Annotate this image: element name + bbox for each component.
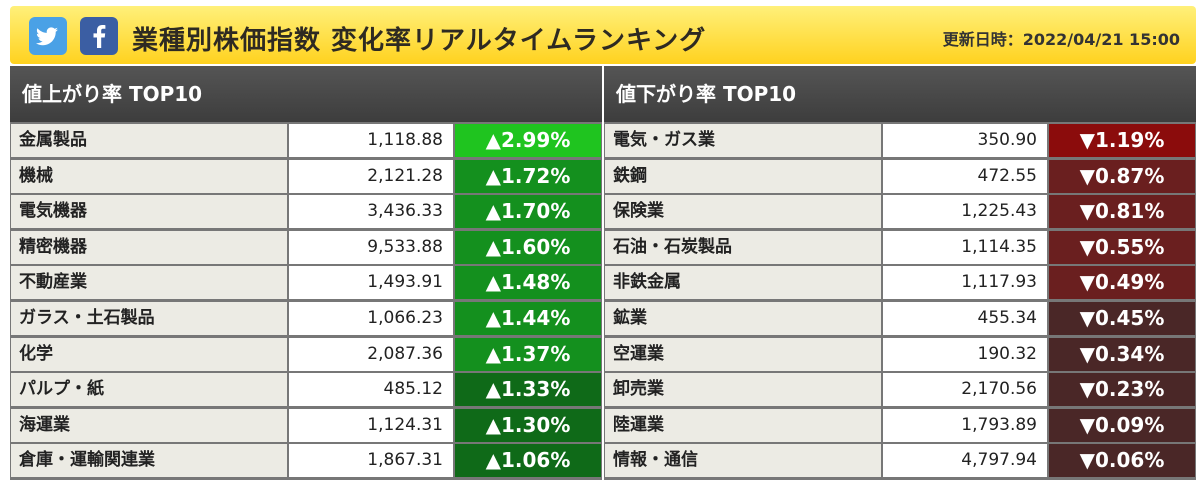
sector-name[interactable]: 保険業 xyxy=(605,195,881,229)
sector-name[interactable]: パルプ・紙 xyxy=(11,373,287,407)
change-rate-up-badge: ▲1.70% xyxy=(455,195,601,229)
sector-name[interactable]: 金属製品 xyxy=(11,124,287,157)
sector-name[interactable]: 卸売業 xyxy=(605,373,881,407)
sector-name[interactable]: 非鉄金属 xyxy=(605,266,881,300)
twitter-icon xyxy=(36,27,58,46)
change-rate-down-badge: ▼0.45% xyxy=(1049,302,1195,335)
change-rate-up-badge: ▲1.44% xyxy=(455,302,601,335)
table-row[interactable]: 卸売業 2,170.56 ▼0.23% xyxy=(604,373,1196,407)
table-row[interactable]: ガラス・土石製品 1,066.23 ▲1.44% xyxy=(10,302,602,335)
table-row[interactable]: 不動産業 1,493.91 ▲1.48% xyxy=(10,266,602,300)
ranking-widget: 業種別株価指数 変化率リアルタイムランキング 更新日時：2022/04/21 1… xyxy=(10,6,1196,482)
change-rate-up-badge: ▲1.33% xyxy=(455,373,601,407)
table-row[interactable]: 鉱業 455.34 ▼0.45% xyxy=(604,302,1196,335)
table-row[interactable]: 精密機器 9,533.88 ▲1.60% xyxy=(10,230,602,264)
table-row[interactable]: 金属製品 1,118.88 ▲2.99% xyxy=(10,124,602,157)
table-row[interactable]: 海運業 1,124.31 ▲1.30% xyxy=(10,408,602,442)
change-rate-up-badge: ▲2.99% xyxy=(455,124,601,157)
change-rate-down-badge: ▼0.87% xyxy=(1049,159,1195,193)
index-value: 350.90 xyxy=(883,124,1047,157)
change-rate-up-badge: ▲1.48% xyxy=(455,266,601,300)
sector-name[interactable]: 海運業 xyxy=(11,408,287,442)
index-value: 455.34 xyxy=(883,302,1047,335)
sector-name[interactable]: 鉱業 xyxy=(605,302,881,335)
table-row[interactable]: パルプ・紙 485.12 ▲1.33% xyxy=(10,373,602,407)
sector-name[interactable]: 空運業 xyxy=(605,337,881,371)
table-row[interactable]: 保険業 1,225.43 ▼0.81% xyxy=(604,195,1196,229)
change-rate-up-badge: ▲1.72% xyxy=(455,159,601,193)
sector-name[interactable]: 電気機器 xyxy=(11,195,287,229)
sector-name[interactable]: 機械 xyxy=(11,159,287,193)
twitter-share-button[interactable] xyxy=(29,17,67,55)
losers-table: 電気・ガス業 350.90 ▼1.19% 鉄鋼 472.55 ▼0.87% 保険業 1,225… xyxy=(604,122,1196,480)
sector-name[interactable]: 陸運業 xyxy=(605,408,881,442)
page-title: 業種別株価指数 変化率リアルタイムランキング xyxy=(132,26,707,56)
change-rate-down-badge: ▼0.49% xyxy=(1049,266,1195,300)
sector-name[interactable]: 石油・石炭製品 xyxy=(605,230,881,264)
index-value: 9,533.88 xyxy=(289,230,453,264)
sector-name[interactable]: 鉄鋼 xyxy=(605,159,881,193)
table-row[interactable]: 機械 2,121.28 ▲1.72% xyxy=(10,159,602,193)
index-value: 485.12 xyxy=(289,373,453,407)
change-rate-down-badge: ▼0.23% xyxy=(1049,373,1195,407)
change-rate-down-badge: ▼0.55% xyxy=(1049,230,1195,264)
table-row[interactable]: 非鉄金属 1,117.93 ▼0.49% xyxy=(604,266,1196,300)
change-rate-down-badge: ▼0.34% xyxy=(1049,337,1195,371)
index-value: 1,114.35 xyxy=(883,230,1047,264)
index-value: 2,121.28 xyxy=(289,159,453,193)
table-row[interactable]: 空運業 190.32 ▼0.34% xyxy=(604,337,1196,371)
index-value: 1,124.31 xyxy=(289,408,453,442)
sector-name[interactable]: 化学 xyxy=(11,337,287,371)
index-value: 1,793.89 xyxy=(883,408,1047,442)
table-row[interactable]: 倉庫・運輸関連業 1,867.31 ▲1.06% xyxy=(10,444,602,478)
table-row[interactable]: 情報・通信 4,797.94 ▼0.06% xyxy=(604,444,1196,478)
index-value: 1,066.23 xyxy=(289,302,453,335)
table-row[interactable]: 電気・ガス業 350.90 ▼1.19% xyxy=(604,124,1196,157)
facebook-icon xyxy=(93,25,106,48)
header-bar: 業種別株価指数 変化率リアルタイムランキング 更新日時：2022/04/21 1… xyxy=(10,6,1196,64)
index-value: 3,436.33 xyxy=(289,195,453,229)
change-rate-up-badge: ▲1.37% xyxy=(455,337,601,371)
index-value: 1,867.31 xyxy=(289,444,453,478)
updated-timestamp: 更新日時：2022/04/21 15:00 xyxy=(942,30,1180,49)
losers-heading: 値下がり率 TOP10 xyxy=(604,66,1196,122)
sector-name[interactable]: 倉庫・運輸関連業 xyxy=(11,444,287,478)
index-value: 2,170.56 xyxy=(883,373,1047,407)
change-rate-down-badge: ▼1.19% xyxy=(1049,124,1195,157)
change-rate-down-badge: ▼0.09% xyxy=(1049,408,1195,442)
gainers-panel: 値上がり率 TOP10 金属製品 1,118.88 ▲2.99% 機械 2,121.28… xyxy=(10,66,602,480)
sector-name[interactable]: 不動産業 xyxy=(11,266,287,300)
table-row[interactable]: 鉄鋼 472.55 ▼0.87% xyxy=(604,159,1196,193)
index-value: 4,797.94 xyxy=(883,444,1047,478)
index-value: 190.32 xyxy=(883,337,1047,371)
gainers-heading: 値上がり率 TOP10 xyxy=(10,66,602,122)
index-value: 1,493.91 xyxy=(289,266,453,300)
facebook-share-button[interactable] xyxy=(80,17,118,55)
change-rate-down-badge: ▼0.06% xyxy=(1049,444,1195,478)
gainers-table: 金属製品 1,118.88 ▲2.99% 機械 2,121.28 ▲1.72% 電気機器 3,… xyxy=(10,122,602,480)
table-row[interactable]: 陸運業 1,793.89 ▼0.09% xyxy=(604,408,1196,442)
index-value: 2,087.36 xyxy=(289,337,453,371)
change-rate-up-badge: ▲1.60% xyxy=(455,230,601,264)
table-row[interactable]: 電気機器 3,436.33 ▲1.70% xyxy=(10,195,602,229)
change-rate-up-badge: ▲1.30% xyxy=(455,408,601,442)
index-value: 1,225.43 xyxy=(883,195,1047,229)
change-rate-up-badge: ▲1.06% xyxy=(455,444,601,478)
table-row[interactable]: 化学 2,087.36 ▲1.37% xyxy=(10,337,602,371)
sector-name[interactable]: ガラス・土石製品 xyxy=(11,302,287,335)
sector-name[interactable]: 電気・ガス業 xyxy=(605,124,881,157)
index-value: 472.55 xyxy=(883,159,1047,193)
index-value: 1,117.93 xyxy=(883,266,1047,300)
sector-name[interactable]: 情報・通信 xyxy=(605,444,881,478)
index-value: 1,118.88 xyxy=(289,124,453,157)
losers-panel: 値下がり率 TOP10 電気・ガス業 350.90 ▼1.19% 鉄鋼 472.55 ▼0… xyxy=(604,66,1196,480)
table-row[interactable]: 石油・石炭製品 1,114.35 ▼0.55% xyxy=(604,230,1196,264)
change-rate-down-badge: ▼0.81% xyxy=(1049,195,1195,229)
sector-name[interactable]: 精密機器 xyxy=(11,230,287,264)
